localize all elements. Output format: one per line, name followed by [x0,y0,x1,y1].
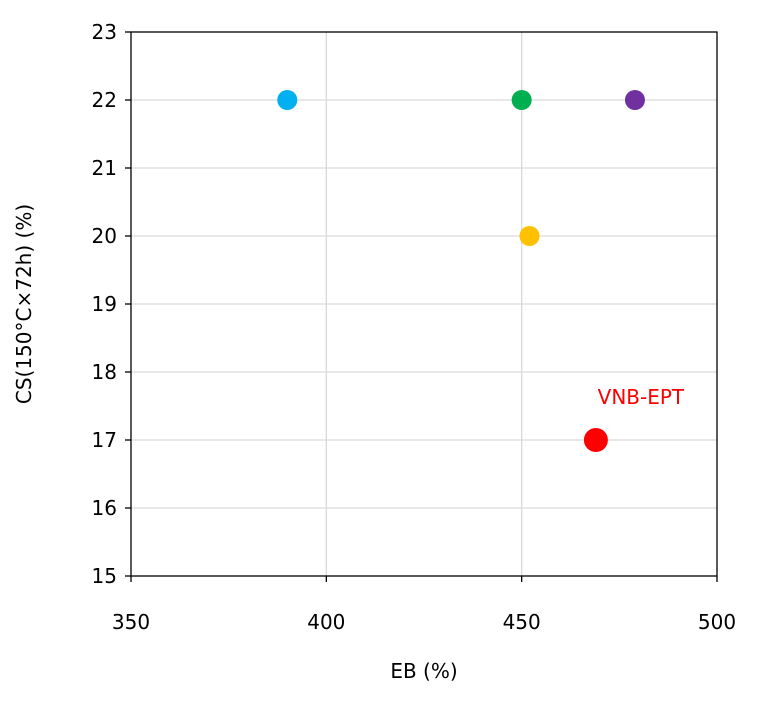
axis-ticks: 15 16 17 18 19 20 21 22 23 350 400 450 500 [92,20,737,634]
y-tick-label: 20 [92,224,117,248]
y-tick-label: 22 [92,88,117,112]
x-axis-title: EB (%) [390,659,457,683]
y-axis-title: CS(150°C×72h) (%) [12,204,36,404]
data-point [519,226,540,246]
x-tick-label: 450 [503,610,541,634]
data-points: VNB-EPT [277,90,685,452]
data-point [277,90,298,110]
y-tick-label: 23 [92,20,117,44]
data-point [624,90,645,110]
y-tick-label: 16 [92,496,117,520]
data-point [583,428,608,452]
y-tick-label: 17 [92,428,117,452]
x-tick-label: 350 [112,610,150,634]
data-point [511,90,532,110]
y-tick-label: 18 [92,360,117,384]
y-tick-label: 21 [92,156,117,180]
x-tick-label: 500 [698,610,736,634]
y-tick-label: 19 [92,292,117,316]
y-tick-label: 15 [92,564,117,588]
point-annotation: VNB-EPT [598,385,685,409]
grid-lines [131,32,717,576]
x-tick-label: 400 [307,610,345,634]
